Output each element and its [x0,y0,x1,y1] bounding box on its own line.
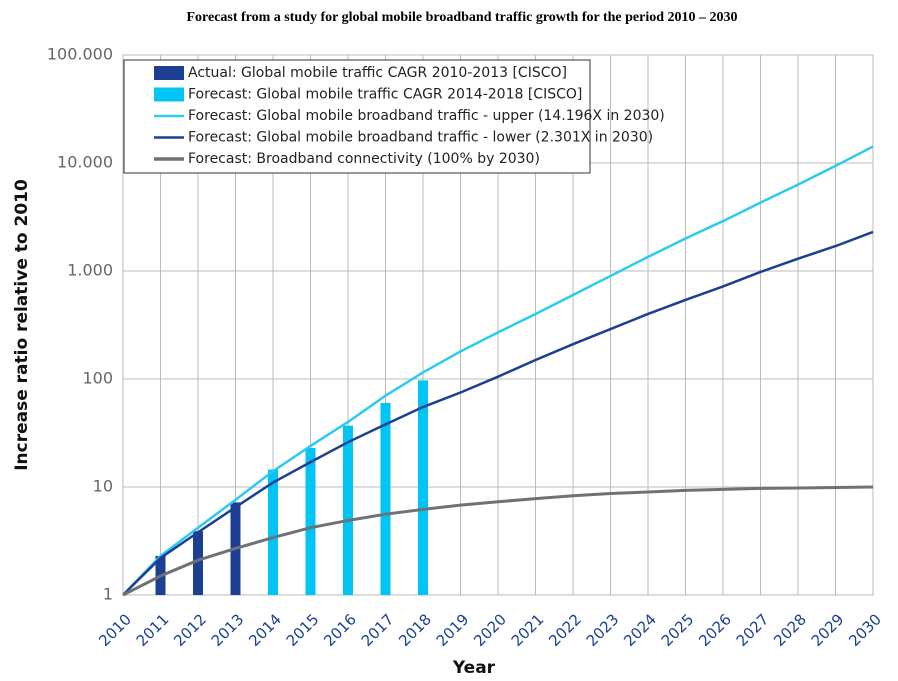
bar [305,447,316,595]
x-tick-label: 2028 [770,610,810,650]
bar [418,380,428,595]
legend-label: Forecast: Global mobile broadband traffi… [188,130,653,146]
x-tick-label: 2026 [695,610,735,650]
legend-label: Actual: Global mobile traffic CAGR 2010-… [188,65,567,81]
chart-title: Forecast from a study for global mobile … [186,10,737,25]
bar [193,531,203,595]
legend: Actual: Global mobile traffic CAGR 2010-… [123,59,665,174]
bar [380,402,391,595]
x-tick-label: 2012 [170,610,210,650]
x-tick-label: 2018 [395,610,435,650]
x-tick-label: 2010 [95,610,135,650]
x-tick-label: 2024 [620,610,660,650]
line-series [122,485,874,597]
x-tick-label: 2027 [733,610,773,650]
y-tick-label: 100.000 [47,45,113,64]
bar [268,469,278,595]
x-axis-label: Year [452,658,496,678]
x-tick-label: 2019 [433,610,473,650]
y-tick-label: 10 [93,477,113,496]
x-tick-label: 2030 [845,610,885,650]
y-tick-label: 1 [103,585,113,604]
x-tick-label: 2025 [658,610,698,650]
line-series [122,145,874,596]
x-tick-label: 2021 [508,610,548,650]
x-tick-label: 2015 [283,610,323,650]
x-tick-label: 2020 [470,610,510,650]
bar [343,425,353,595]
line-series [122,230,874,596]
y-axis-label: Increase ratio relative to 2010 [12,179,32,471]
legend-label: Forecast: Global mobile traffic CAGR 201… [188,87,582,103]
legend-label: Forecast: Broadband connectivity (100% b… [188,151,540,167]
x-tick-label: 2016 [320,610,360,650]
y-tick-label: 10.000 [57,153,113,172]
x-tick-label: 2014 [245,610,285,650]
x-tick-label: 2022 [545,610,585,650]
x-tick-label: 2017 [358,610,398,650]
legend-box [123,59,591,174]
x-tick-label: 2011 [133,610,173,650]
legend-label: Forecast: Global mobile broadband traffi… [188,108,665,124]
y-tick-label: 100 [82,369,113,388]
x-tick-label: 2029 [808,610,848,650]
x-tick-label: 2023 [583,610,623,650]
legend-swatch [154,66,184,80]
y-tick-label: 1.000 [67,261,113,280]
legend-swatch [154,87,184,102]
x-tick-label: 2013 [208,610,248,650]
